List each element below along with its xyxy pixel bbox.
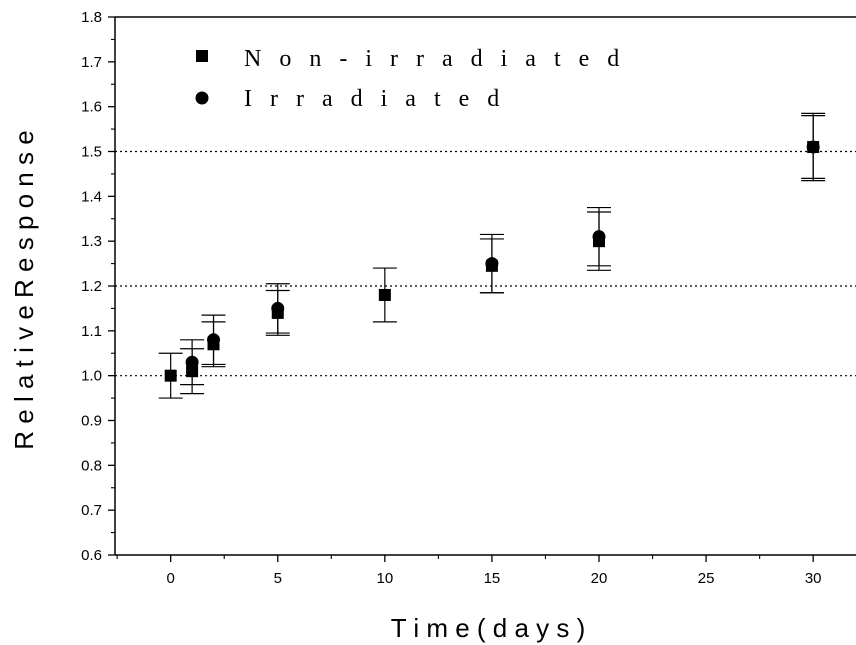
y-tick-label: 1.8 bbox=[81, 9, 102, 26]
x-tick-label: 0 bbox=[167, 570, 175, 587]
data-point-circle bbox=[271, 301, 285, 315]
data-layer bbox=[158, 112, 826, 399]
x-tick-label: 30 bbox=[805, 570, 822, 587]
x-tick-label: 25 bbox=[698, 570, 715, 587]
y-tick-label: 1.6 bbox=[81, 99, 102, 116]
reference-lines bbox=[115, 150, 856, 377]
x-axis-title: T i m e ( d a y s ) bbox=[391, 613, 586, 643]
y-axis-title: R e l a t i v e R e s p o n s e bbox=[9, 130, 39, 449]
data-point-circle bbox=[185, 355, 199, 369]
data-point-circle bbox=[207, 333, 221, 347]
y-tick-label: 0.8 bbox=[81, 457, 102, 474]
x-tick-label: 20 bbox=[591, 570, 608, 587]
legend-label-non-irradiated: N o n - i r r a d i a t e d bbox=[244, 46, 625, 72]
y-tick-label: 1.4 bbox=[81, 188, 102, 205]
x-tick-label: 10 bbox=[377, 570, 394, 587]
data-point-circle bbox=[806, 140, 820, 154]
y-tick-label: 1.2 bbox=[81, 278, 102, 295]
y-tick-label: 1.5 bbox=[81, 144, 102, 161]
legend-label-irradiated: I r r a d i a t e d bbox=[244, 86, 505, 112]
legend: N o n - i r r a d i a t e d I r r a d i … bbox=[195, 46, 625, 112]
x-tick-label: 5 bbox=[274, 570, 282, 587]
y-tick-label: 1.1 bbox=[81, 323, 102, 340]
axes: 0.6 0.7 0.8 0.9 1.0 1.1 1.2 1.3 1.4 1.5 1.6 1.7 1.8 0… bbox=[81, 9, 856, 587]
data-point-square bbox=[378, 288, 391, 301]
y-tick-label: 0.9 bbox=[81, 413, 102, 430]
y-tick-label: 1.3 bbox=[81, 233, 102, 250]
data-point-circle bbox=[592, 230, 606, 244]
y-tick-label: 1.7 bbox=[81, 54, 102, 71]
data-point-square bbox=[164, 369, 177, 382]
y-tick-label: 0.7 bbox=[81, 502, 102, 519]
legend-square-marker bbox=[196, 50, 208, 62]
data-point-circle bbox=[485, 257, 499, 271]
legend-circle-marker bbox=[195, 91, 209, 105]
y-tick-label: 1.0 bbox=[81, 368, 102, 385]
x-tick-label: 15 bbox=[484, 570, 501, 587]
y-tick-label: 0.6 bbox=[81, 547, 102, 564]
